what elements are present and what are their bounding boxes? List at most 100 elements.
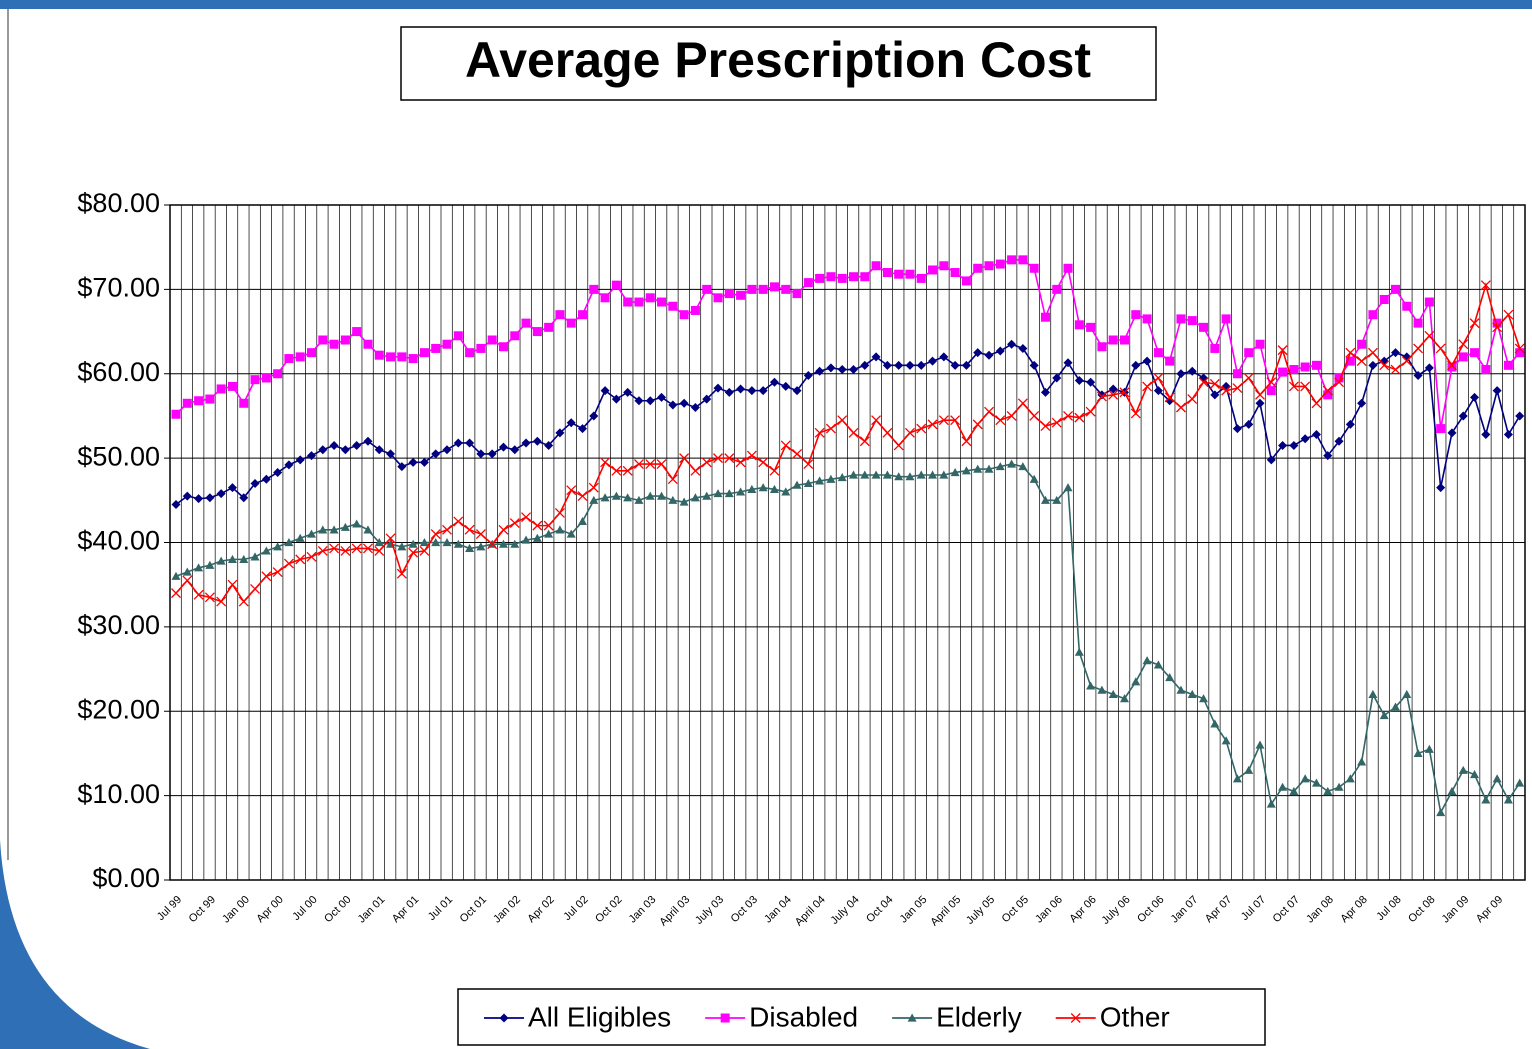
marker	[859, 436, 870, 447]
marker	[781, 284, 791, 294]
marker	[645, 459, 656, 469]
marker	[1108, 689, 1118, 698]
marker	[1345, 347, 1356, 358]
marker	[510, 445, 520, 455]
marker	[1424, 363, 1434, 373]
marker	[340, 522, 350, 531]
marker	[1131, 677, 1141, 686]
marker	[1052, 373, 1062, 383]
marker	[1063, 410, 1073, 421]
marker	[408, 354, 418, 364]
marker	[555, 525, 565, 534]
marker	[815, 273, 825, 283]
marker	[735, 457, 746, 468]
marker	[194, 494, 204, 504]
marker	[1051, 417, 1062, 428]
marker	[611, 280, 621, 290]
marker	[1424, 330, 1435, 341]
marker	[1165, 356, 1175, 366]
marker	[1131, 310, 1141, 320]
marker	[702, 394, 712, 404]
marker	[465, 438, 475, 448]
marker	[1074, 647, 1084, 656]
marker	[973, 263, 983, 273]
marker	[273, 369, 283, 379]
marker	[171, 500, 181, 510]
marker	[611, 491, 621, 500]
marker	[465, 543, 475, 553]
series-line	[175, 282, 1521, 603]
marker	[679, 398, 689, 408]
marker	[1470, 348, 1480, 358]
marker	[928, 265, 938, 275]
marker	[1278, 367, 1288, 377]
marker	[1187, 689, 1197, 698]
marker	[950, 360, 960, 370]
marker	[758, 386, 768, 396]
marker	[600, 386, 610, 396]
marker	[397, 462, 407, 472]
marker	[984, 261, 994, 271]
marker	[194, 396, 204, 406]
marker	[1492, 774, 1502, 783]
marker	[1367, 347, 1378, 358]
marker	[510, 331, 520, 341]
marker	[1108, 384, 1118, 394]
marker	[430, 529, 441, 540]
marker	[1379, 360, 1390, 371]
marker	[837, 415, 848, 426]
marker	[250, 583, 261, 594]
marker	[238, 596, 249, 607]
marker	[916, 273, 926, 283]
marker	[498, 442, 508, 452]
marker	[362, 543, 373, 554]
marker	[352, 519, 362, 528]
marker	[690, 493, 700, 502]
marker	[1199, 322, 1209, 332]
marker	[724, 387, 734, 397]
marker	[769, 377, 779, 387]
marker	[543, 520, 554, 531]
marker	[1515, 778, 1525, 787]
marker	[657, 392, 667, 402]
marker	[1165, 673, 1175, 682]
marker	[679, 310, 689, 320]
marker	[363, 339, 373, 349]
marker	[792, 448, 803, 459]
marker	[374, 545, 385, 556]
marker	[973, 464, 983, 473]
marker	[736, 384, 746, 394]
marker	[1198, 377, 1209, 388]
marker	[950, 467, 960, 477]
marker	[1018, 255, 1028, 265]
marker	[769, 282, 779, 292]
marker	[1232, 774, 1242, 783]
marker	[1006, 410, 1017, 421]
marker	[182, 575, 193, 586]
marker	[1345, 774, 1355, 783]
marker	[487, 539, 498, 550]
legend-box	[457, 988, 1266, 1046]
marker	[1142, 656, 1152, 665]
marker	[668, 495, 678, 504]
marker	[656, 459, 667, 469]
marker	[227, 381, 237, 391]
marker	[499, 1013, 509, 1023]
marker	[295, 533, 305, 542]
marker	[724, 453, 735, 464]
marker	[1357, 757, 1367, 766]
marker	[1447, 786, 1457, 796]
marker	[589, 411, 599, 421]
title-box	[400, 26, 1157, 101]
marker	[419, 348, 429, 358]
marker	[984, 350, 994, 360]
marker	[633, 459, 644, 469]
marker	[1176, 402, 1186, 413]
marker	[1063, 358, 1073, 368]
marker	[938, 415, 949, 426]
marker	[419, 545, 430, 556]
marker	[600, 493, 610, 502]
marker	[668, 400, 678, 410]
marker	[318, 525, 328, 534]
marker	[657, 491, 667, 500]
